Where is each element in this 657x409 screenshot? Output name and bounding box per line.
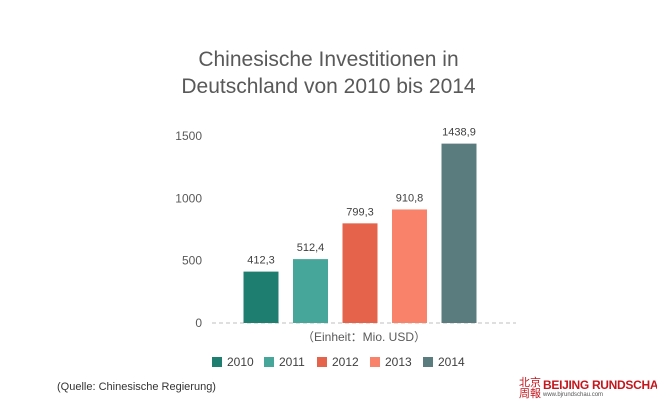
legend-label-2013: 2013 [385,355,412,369]
bar-2013 [392,209,427,323]
legend-swatch-2011 [264,357,274,367]
y-tick-label: 500 [182,254,202,268]
source-note: (Quelle: Chinesische Regierung) [57,381,216,393]
legend-label-2014: 2014 [438,355,465,369]
bar-2010 [243,271,279,323]
legend-label-2012: 2012 [332,355,359,369]
x-axis-label: （Einheit：Mio. USD） [302,330,426,344]
legend-swatch-2013 [370,357,380,367]
data-label-2012: 799,3 [346,206,374,218]
logo-url: www.bjrundschau.com [543,392,604,398]
data-label-2014: 1438,9 [442,127,476,139]
legend-swatch-2014 [423,357,433,367]
legend-label-2010: 2010 [227,355,254,369]
data-label-2011: 512,4 [297,242,325,254]
legend-label-2011: 2011 [279,355,305,369]
y-tick-label: 0 [195,316,202,330]
chart-title-line-2: Deutschland von 2010 bis 2014 [181,75,476,98]
data-label-2010: 412,3 [247,255,275,267]
data-label-2013: 910,8 [396,192,424,204]
logo-name: BEIJING RUNDSCHAU [543,378,657,392]
bar-2011 [293,259,328,323]
bar-2014 [441,143,477,323]
legend-swatch-2010 [212,357,222,367]
y-tick-label: 1000 [175,191,202,205]
calligraphy-logo-icon: 北京周報 [519,376,541,400]
legend-swatch-2012 [317,357,327,367]
y-tick-label: 1500 [175,129,202,143]
bar-2012 [342,223,378,323]
chart-title-line-1: Chinesische Investitionen in [198,48,459,71]
publisher-logo: 北京周報 BEIJING RUNDSCHAU www.bjrundschau.c… [519,376,657,403]
chart-title: Chinesische Investitionen in Deutschland… [0,46,657,100]
